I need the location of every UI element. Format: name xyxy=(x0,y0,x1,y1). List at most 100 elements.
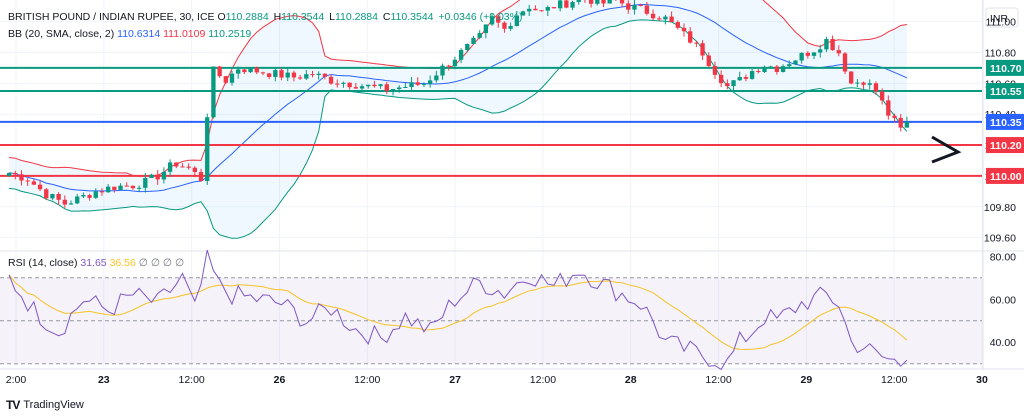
time-tick-label: 23 xyxy=(98,374,110,386)
time-tick-label: 12:00 xyxy=(530,374,556,386)
price-axis: 111.00110.80110.60110.40110.20110.00109.… xyxy=(984,7,1024,349)
level-price-label: 110.20 xyxy=(990,140,1022,152)
rsi-ma-value: 36.56 xyxy=(109,257,136,269)
candle-body xyxy=(663,16,668,20)
candle-body xyxy=(341,82,346,84)
level-price-tag xyxy=(986,167,1024,184)
level-price-tag xyxy=(986,113,1024,130)
candle-body xyxy=(650,13,656,19)
candle-body xyxy=(489,16,495,25)
candle-body xyxy=(644,5,650,14)
rsi-value: 31.65 xyxy=(80,257,107,269)
candle-body xyxy=(502,22,507,29)
candle-body xyxy=(304,74,309,79)
candle-body xyxy=(143,178,148,188)
bb-legend[interactable]: BB (20, SMA, close, 2) 110.6314 111.0109… xyxy=(8,28,251,40)
candle-body xyxy=(50,194,55,199)
candle-body xyxy=(118,185,123,190)
candle-body xyxy=(879,91,885,101)
candle-body xyxy=(359,86,365,89)
candle-body xyxy=(285,72,290,78)
candle-body xyxy=(737,77,742,81)
candle-body xyxy=(397,87,402,90)
candle-body xyxy=(756,71,761,73)
rsi-line xyxy=(8,249,908,371)
time-tick-label: 30 xyxy=(976,374,988,386)
candle-body xyxy=(496,16,501,23)
price-tick-label: 109.60 xyxy=(984,233,1016,245)
rsi-tick-label: 80.00 xyxy=(990,251,1016,263)
arrow-annotation-icon xyxy=(931,135,962,164)
candle-body xyxy=(409,82,414,87)
candle-body xyxy=(824,38,829,50)
level-price-tag xyxy=(986,137,1024,154)
candle-body xyxy=(762,66,767,73)
candle-body xyxy=(347,82,352,88)
low-value: 110.2884 xyxy=(334,11,378,23)
candle-body xyxy=(694,42,699,44)
currency-label: INR xyxy=(990,13,1009,25)
candle-body xyxy=(830,38,835,51)
candle-body xyxy=(706,55,711,67)
candle-body xyxy=(514,15,519,27)
candle-body xyxy=(749,71,755,79)
candle-body xyxy=(446,65,451,67)
tradingview-brand[interactable]: TV TradingView xyxy=(6,398,84,412)
candle-body xyxy=(700,43,705,56)
candle-body xyxy=(842,53,848,72)
candle-body xyxy=(836,50,841,54)
candle-body xyxy=(316,73,321,75)
candle-body xyxy=(657,18,662,20)
open-value: 110.2884 xyxy=(225,11,269,23)
candle-body xyxy=(378,84,383,87)
candle-body xyxy=(310,74,315,76)
rsi-ma-line xyxy=(8,274,908,351)
candle-body xyxy=(675,22,680,28)
rsi-tick-label: 40.00 xyxy=(990,337,1016,349)
candle-body xyxy=(520,11,526,16)
level-price-label: 110.70 xyxy=(990,63,1022,75)
candle-body xyxy=(725,83,730,87)
candle-body xyxy=(811,52,817,56)
candle-body xyxy=(273,70,278,77)
candle-body xyxy=(130,185,136,189)
candle-body xyxy=(855,82,860,84)
candle-body xyxy=(242,69,247,73)
candle-body xyxy=(174,162,179,167)
candle-body xyxy=(297,77,303,79)
candle-body xyxy=(545,7,550,11)
rsi-legend[interactable]: RSI (14, close) 31.65 36.56 ∅ ∅ ∅ ∅ xyxy=(8,257,184,269)
candle-body xyxy=(712,66,718,75)
brand-label: TradingView xyxy=(23,399,84,411)
time-tick-label: 12:00 xyxy=(354,374,380,386)
candle-body xyxy=(731,80,736,87)
candle-body xyxy=(477,33,482,38)
candle-body xyxy=(149,174,154,179)
candle-body xyxy=(638,5,643,7)
bb-upper-value: 111.0109 xyxy=(163,28,206,40)
rsi-tick-label: 60.00 xyxy=(990,294,1016,306)
candle-body xyxy=(799,52,804,61)
candle-body xyxy=(434,75,439,81)
time-tick-label: 29 xyxy=(801,374,813,386)
candle-body xyxy=(62,199,67,205)
symbol-title: BRITISH POUND / INDIAN RUPEE, 30, ICE xyxy=(8,11,215,23)
candle-body xyxy=(68,203,74,205)
candle-body xyxy=(167,162,173,172)
candle-body xyxy=(105,186,111,193)
candle-body xyxy=(372,84,377,87)
candle-body xyxy=(452,59,458,67)
price-tick-label: 111.00 xyxy=(985,17,1016,29)
candle-body xyxy=(867,83,872,85)
high-label: H xyxy=(273,11,282,23)
candle-body xyxy=(774,66,780,72)
candle-body xyxy=(508,26,513,29)
candle-body xyxy=(93,191,98,198)
candle-body xyxy=(607,0,612,4)
currency-box xyxy=(985,7,1019,28)
candle-body xyxy=(619,0,625,4)
candle-body xyxy=(787,64,792,67)
low-label: L xyxy=(329,11,335,23)
time-axis: 2:00 23 12:00 26 12:00 27 12:00 28 12:00 29 12:00 3… xyxy=(6,374,988,386)
